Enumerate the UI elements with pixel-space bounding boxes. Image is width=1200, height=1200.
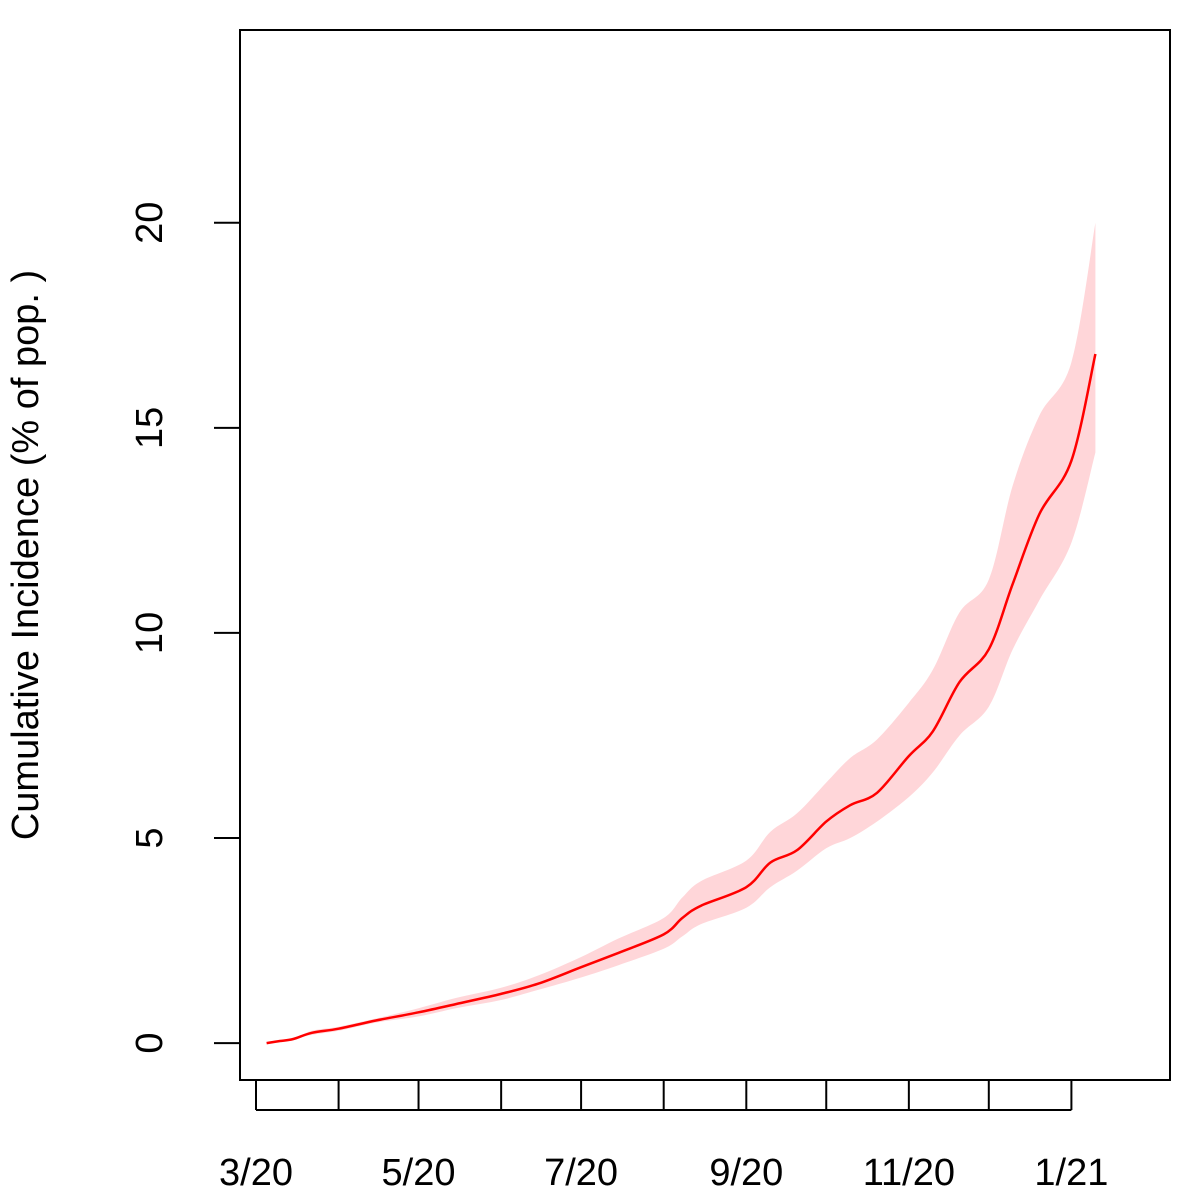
plot-frame — [239, 29, 1171, 1081]
series-line-layer — [266, 353, 1097, 1045]
y-axis-title: Cumulative Incidence (% of pop. ) — [5, 270, 47, 840]
y-tick-label: 0 — [129, 1033, 171, 1054]
x-axis: 3/20 5/20 7/20 9/20 11/20 1/21 — [219, 1080, 1108, 1194]
x-tick-label: 7/20 — [544, 1152, 618, 1194]
y-tick-label: 20 — [129, 202, 171, 244]
y-tick-label: 5 — [129, 827, 171, 848]
series-line — [266, 353, 1097, 1045]
y-tick-label: 10 — [129, 612, 171, 654]
x-tick-label: 1/21 — [1034, 1152, 1108, 1194]
x-tick-label: 5/20 — [382, 1152, 456, 1194]
x-tick-label: 3/20 — [219, 1152, 293, 1194]
y-tick-label: 15 — [129, 407, 171, 449]
x-tick-label: 11/20 — [863, 1152, 955, 1194]
y-axis: 0 5 10 15 20 — [129, 202, 240, 1054]
x-tick-label: 9/20 — [709, 1152, 783, 1194]
